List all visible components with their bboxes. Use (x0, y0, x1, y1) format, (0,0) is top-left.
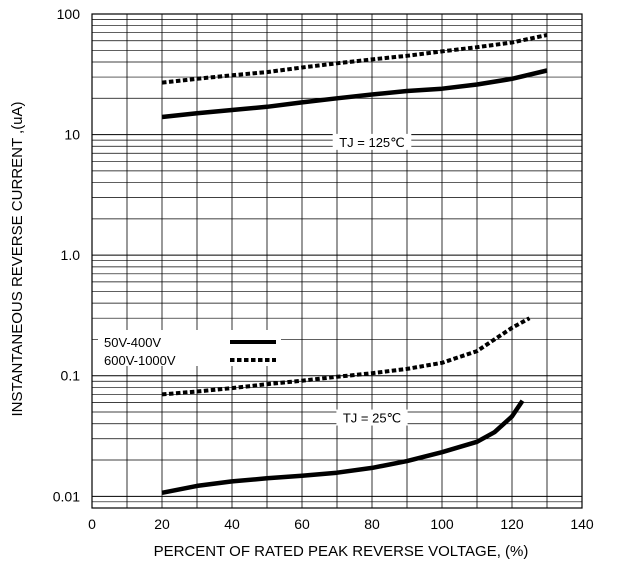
y-tick-label: 0.1 (61, 368, 81, 384)
x-tick-label: 20 (154, 516, 170, 532)
annotation-background (332, 133, 412, 150)
legend-label: 50V-400V (104, 335, 161, 350)
series-line-600v-1000v (161, 316, 531, 397)
y-tick-label: 100 (57, 6, 81, 22)
legend-background (98, 330, 281, 366)
x-tick-label: 100 (430, 516, 454, 532)
y-tick-label: 10 (64, 127, 80, 143)
legend: 50V-400V 600V-1000V (98, 330, 281, 368)
series-lines (161, 33, 548, 496)
x-tick-label: 60 (294, 516, 310, 532)
x-tick-label: 80 (364, 516, 380, 532)
series-line-50v-400v (161, 399, 525, 496)
x-tick-label: 140 (570, 516, 594, 532)
legend-label: 600V-1000V (104, 353, 176, 368)
series-line-50v-400v (161, 68, 548, 120)
annotation-label: TJ = 125℃ (339, 135, 405, 150)
annotation-label: TJ = 25℃ (343, 411, 401, 426)
x-tick-label: 120 (500, 516, 524, 532)
x-tick-label: 0 (88, 516, 96, 532)
annotation-background (336, 409, 408, 426)
tick-labels: 0 20 40 60 80 100 120 140 0.01 0.1 1.0 10 100 (53, 6, 594, 532)
y-axis-title: INSTANTANEOUS REVERSE CURRENT ,(uA) (9, 101, 26, 416)
y-tick-label: 0.01 (53, 488, 80, 504)
plot-frame (91, 13, 583, 509)
annotations: TJ = 125℃ TJ = 25℃ (332, 133, 412, 426)
series-line-600v-1000v (161, 33, 548, 85)
grid (92, 14, 582, 508)
y-tick-label: 1.0 (61, 247, 81, 263)
x-tick-label: 40 (224, 516, 240, 532)
x-axis-title: PERCENT OF RATED PEAK REVERSE VOLTAGE, (… (154, 543, 529, 560)
